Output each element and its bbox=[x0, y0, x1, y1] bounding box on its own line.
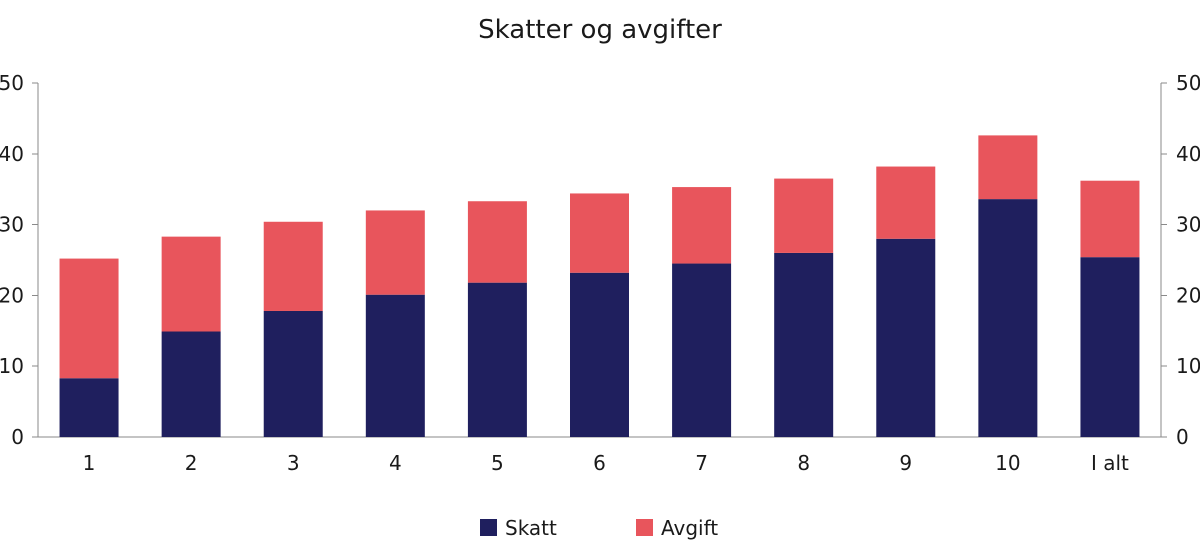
bars bbox=[59, 135, 1140, 437]
left-y-tick-label: 20 bbox=[0, 283, 24, 307]
bar-avgift-1 bbox=[59, 258, 119, 379]
x-tick-label: 10 bbox=[995, 451, 1020, 475]
bar-avgift-8 bbox=[774, 178, 834, 253]
bar-avgift-6 bbox=[570, 193, 629, 273]
x-tick-labels: 1 2 3 4 5 6 7 8 9 10 I alt bbox=[83, 451, 1129, 475]
bar-avgift-7 bbox=[672, 187, 732, 264]
bar-skatt-2 bbox=[161, 331, 221, 437]
bar-skatt-7 bbox=[672, 263, 732, 437]
left-y-tick-label: 40 bbox=[0, 142, 24, 166]
bar-skatt-1 bbox=[59, 378, 119, 437]
x-tick-label: 3 bbox=[287, 451, 300, 475]
bar-skatt-4 bbox=[365, 294, 425, 437]
x-tick-label: 5 bbox=[491, 451, 504, 475]
legend-label-avgift: Avgift bbox=[661, 516, 718, 540]
left-y-tick-label: 10 bbox=[0, 354, 24, 378]
bar-skatt-5 bbox=[467, 282, 527, 437]
bar-avgift-2 bbox=[161, 236, 221, 332]
bar-avgift-i-alt bbox=[1080, 180, 1140, 258]
axes: 0 0 10 10 20 20 30 30 40 40 50 50 bbox=[0, 71, 1200, 449]
bar-skatt-10 bbox=[978, 199, 1038, 437]
bar-avgift-5 bbox=[467, 201, 527, 283]
bar-avgift-10 bbox=[978, 135, 1038, 200]
bar-skatt-6 bbox=[570, 272, 629, 437]
bar-skatt-i-alt bbox=[1080, 257, 1140, 437]
right-y-tick-label: 20 bbox=[1176, 283, 1200, 307]
right-y-tick-label: 40 bbox=[1176, 142, 1200, 166]
right-y-tick-label: 0 bbox=[1176, 425, 1189, 449]
legend: Skatt Avgift bbox=[480, 516, 718, 540]
legend-swatch-avgift bbox=[636, 519, 653, 536]
x-tick-label: 8 bbox=[797, 451, 810, 475]
bar-avgift-4 bbox=[365, 210, 425, 295]
bar-avgift-9 bbox=[876, 166, 936, 239]
left-y-tick-label: 30 bbox=[0, 213, 24, 237]
left-y-tick-label: 50 bbox=[0, 71, 24, 95]
right-y-tick-label: 30 bbox=[1176, 213, 1200, 237]
x-tick-label: 7 bbox=[695, 451, 708, 475]
x-tick-label: 4 bbox=[389, 451, 402, 475]
left-y-tick-label: 0 bbox=[11, 425, 24, 449]
x-tick-label: 9 bbox=[899, 451, 912, 475]
bar-skatt-9 bbox=[876, 238, 936, 437]
x-tick-label: 1 bbox=[83, 451, 96, 475]
chart-title: Skatter og avgifter bbox=[478, 15, 722, 45]
right-y-tick-label: 50 bbox=[1176, 71, 1200, 95]
right-y-tick-label: 10 bbox=[1176, 354, 1200, 378]
bar-avgift-3 bbox=[263, 221, 323, 311]
legend-swatch-skatt bbox=[480, 519, 497, 536]
legend-label-skatt: Skatt bbox=[505, 516, 557, 540]
x-tick-label: 6 bbox=[593, 451, 606, 475]
x-tick-label: I alt bbox=[1091, 451, 1129, 475]
bar-skatt-3 bbox=[263, 310, 323, 437]
x-tick-label: 2 bbox=[185, 451, 198, 475]
bar-skatt-8 bbox=[774, 252, 834, 437]
